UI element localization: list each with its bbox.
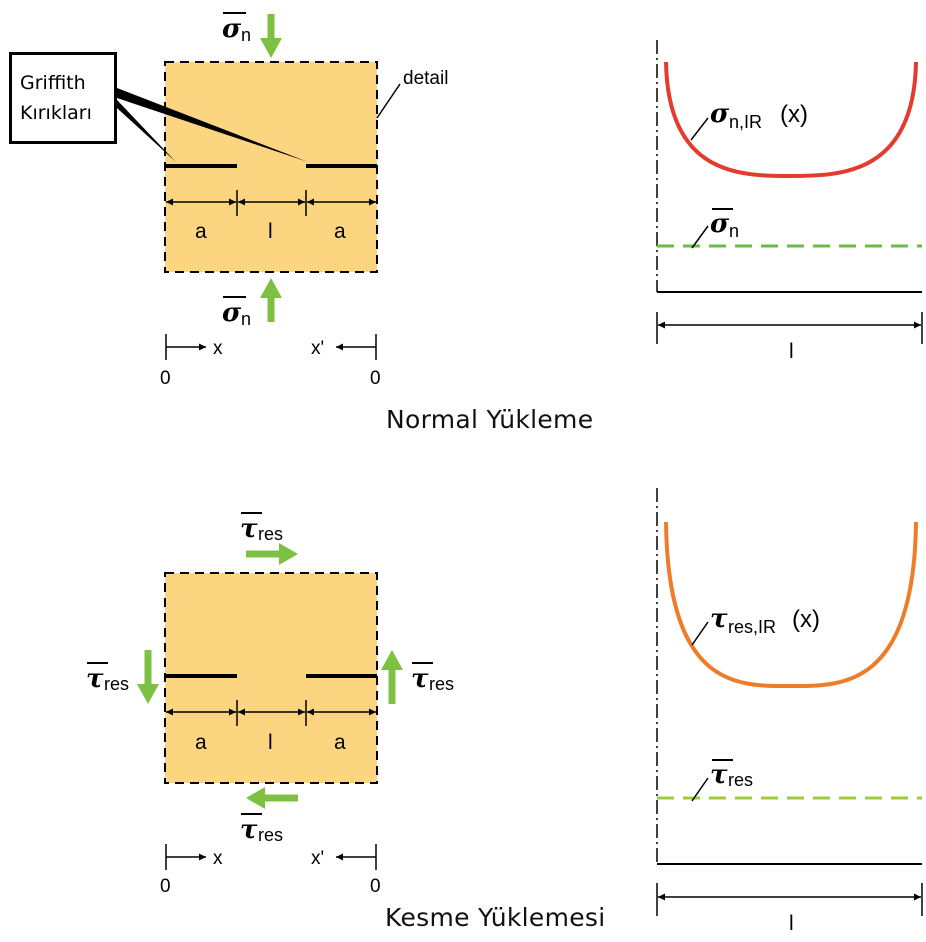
shear-stress-label-top: τ res [240,512,283,544]
svg-text:res: res [258,825,283,845]
svg-text:n: n [241,309,251,329]
normal-coordinates: x x' 0 0 [160,334,381,389]
callout-line-2: Kırıkları [20,102,92,124]
svg-text:τ: τ [411,664,429,694]
normal-dim-l-label: l [268,220,273,243]
shear-length-label: l [789,912,794,935]
normal-stress-label-top: σ n [222,12,251,45]
svg-text:(x): (x) [780,101,808,128]
normal-stress-label-bottom: σ n [222,296,251,329]
normal-coord-x: x [213,338,223,359]
shear-stress-label-right: τ res [411,662,454,694]
shear-stress-plot: τ res,IR (x) τ res l [656,488,923,935]
svg-text:res: res [104,674,129,694]
shear-dim-l-label: l [268,731,273,754]
svg-text:res: res [728,770,753,790]
svg-text:res,IR: res,IR [728,617,776,637]
svg-text:τ: τ [710,604,728,634]
detail-label: detail [403,68,448,89]
shear-arrow-left [137,650,159,704]
svg-text:σ: σ [222,298,242,328]
griffith-cracks-callout: Griffith Kırıkları [9,52,117,144]
shear-stress-label-left: τ res [86,662,129,694]
svg-text:τ: τ [240,815,258,845]
shear-specimen: a l a [164,572,378,784]
shear-coordinates: x x' 0 0 [160,844,381,897]
normal-dim-a-left-label: a [195,220,207,243]
svg-text:σ: σ [710,99,730,129]
callout-leader-lower [117,100,176,162]
svg-text:n: n [729,221,739,241]
shear-dim-a-right-label: a [334,731,346,754]
shear-arrow-bottom [246,787,298,809]
shear-arrow-top [246,543,298,565]
detail-leader [376,83,401,119]
svg-text:τ: τ [240,514,258,544]
normal-length-label: l [789,340,794,363]
svg-text:τ: τ [86,664,104,694]
normal-origin-right: 0 [370,368,381,389]
normal-load-arrow-bottom [260,278,282,322]
normal-dim-a-right-label: a [334,220,346,243]
svg-text:(x): (x) [792,606,820,633]
normal-loading-caption: Normal Yükleme [386,405,594,434]
shear-stress-curve [664,521,918,689]
svg-text:τ: τ [710,760,728,790]
normal-load-arrow-top [260,14,282,58]
normal-stress-plot: σ n,IR (x) σ n l [656,40,923,363]
normal-stress-curve [664,61,918,179]
svg-text:res: res [429,674,454,694]
normal-coord-xp: x' [311,338,324,359]
shear-coord-x: x [213,848,223,869]
callout-line-1: Griffith [20,72,86,94]
shear-dim-a-left-label: a [195,731,207,754]
shear-origin-right: 0 [370,876,381,897]
normal-origin-left: 0 [160,368,171,389]
shear-stress-label-bottom: τ res [240,813,283,845]
svg-text:n: n [241,25,251,45]
shear-arrow-right [381,650,403,704]
normal-specimen: a l a detail [117,61,448,273]
svg-text:σ: σ [222,14,242,44]
svg-text:res: res [258,524,283,544]
callout-leader-upper [117,88,308,162]
svg-text:σ: σ [710,209,730,239]
shear-origin-left: 0 [160,876,171,897]
shear-loading-caption: Kesme Yüklemesi [385,903,606,932]
svg-text:n,IR: n,IR [729,112,762,132]
shear-coord-xp: x' [311,848,324,869]
